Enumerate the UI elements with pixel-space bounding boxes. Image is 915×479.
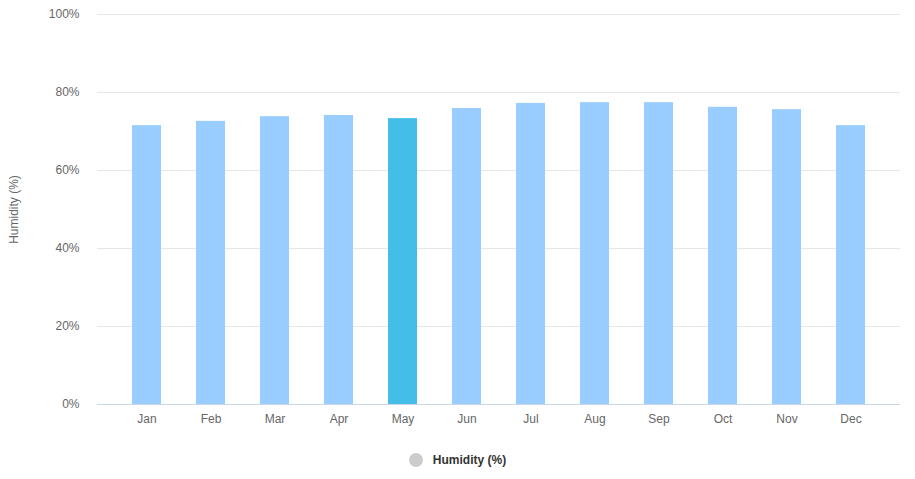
svg-text:Sep: Sep xyxy=(648,412,670,426)
svg-text:Humidity (%): Humidity (%) xyxy=(7,175,21,244)
svg-text:Jul: Jul xyxy=(523,412,538,426)
svg-text:Feb: Feb xyxy=(201,412,222,426)
svg-text:Apr: Apr xyxy=(330,412,349,426)
svg-text:Oct: Oct xyxy=(714,412,733,426)
svg-text:80%: 80% xyxy=(55,85,79,99)
svg-text:Jan: Jan xyxy=(137,412,156,426)
svg-text:Mar: Mar xyxy=(265,412,286,426)
svg-text:Aug: Aug xyxy=(584,412,605,426)
html-text:Humidity (%): Humidity (%) xyxy=(432,452,507,467)
svg-text:Jun: Jun xyxy=(457,412,476,426)
svg-text:0%: 0% xyxy=(62,397,80,411)
svg-text:May: May xyxy=(392,412,415,426)
svg-text:Nov: Nov xyxy=(776,412,797,426)
svg-text:100%: 100% xyxy=(49,7,80,21)
svg-text:40%: 40% xyxy=(55,241,79,255)
svg-text:Dec: Dec xyxy=(840,412,861,426)
svg-text:60%: 60% xyxy=(55,163,79,177)
svg-text:20%: 20% xyxy=(55,319,79,333)
